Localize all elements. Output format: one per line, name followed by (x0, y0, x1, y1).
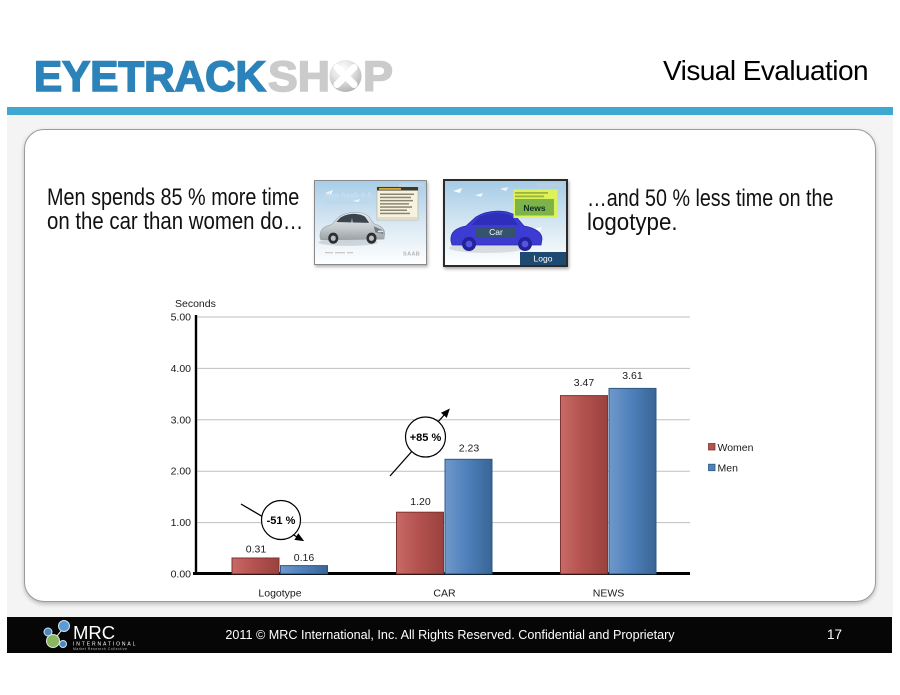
svg-text:NEWS: NEWS (593, 588, 625, 600)
svg-text:0.31: 0.31 (246, 544, 267, 556)
svg-text:0.00: 0.00 (171, 569, 192, 581)
svg-text:CAR: CAR (433, 588, 456, 600)
svg-text:Nya Saab 9-5: Nya Saab 9-5 (325, 191, 372, 200)
svg-text:SH: SH (268, 53, 330, 101)
svg-text:2.23: 2.23 (459, 443, 480, 455)
svg-text:MRC: MRC (73, 622, 115, 643)
svg-text:Men: Men (718, 463, 739, 475)
svg-text:5.00: 5.00 (171, 312, 192, 324)
svg-text:Logo: Logo (534, 254, 553, 264)
svg-text:News: News (523, 203, 545, 213)
svg-text:0.16: 0.16 (294, 552, 315, 564)
svg-text:Market Research Collective: Market Research Collective (73, 647, 127, 651)
svg-text:Women: Women (718, 442, 754, 454)
svg-text:3.61: 3.61 (622, 370, 643, 382)
svg-text:Seconds: Seconds (175, 298, 216, 310)
svg-text:2.00: 2.00 (171, 466, 192, 478)
svg-text:3.00: 3.00 (171, 414, 192, 426)
svg-text:+85 %: +85 % (410, 432, 442, 444)
svg-text:-51 %: -51 % (267, 515, 296, 527)
svg-text:3.47: 3.47 (574, 377, 595, 389)
svg-text:1.00: 1.00 (171, 517, 192, 529)
svg-text:EYETRACK: EYETRACK (34, 53, 266, 101)
svg-text:P: P (363, 53, 393, 101)
svg-text:INTERNATIONAL: INTERNATIONAL (73, 642, 137, 648)
svg-text:1.20: 1.20 (410, 496, 431, 508)
svg-text:Logotype: Logotype (258, 588, 301, 600)
svg-text:Car: Car (489, 227, 503, 237)
svg-text:SAAB: SAAB (403, 252, 420, 258)
svg-text:4.00: 4.00 (171, 363, 192, 375)
